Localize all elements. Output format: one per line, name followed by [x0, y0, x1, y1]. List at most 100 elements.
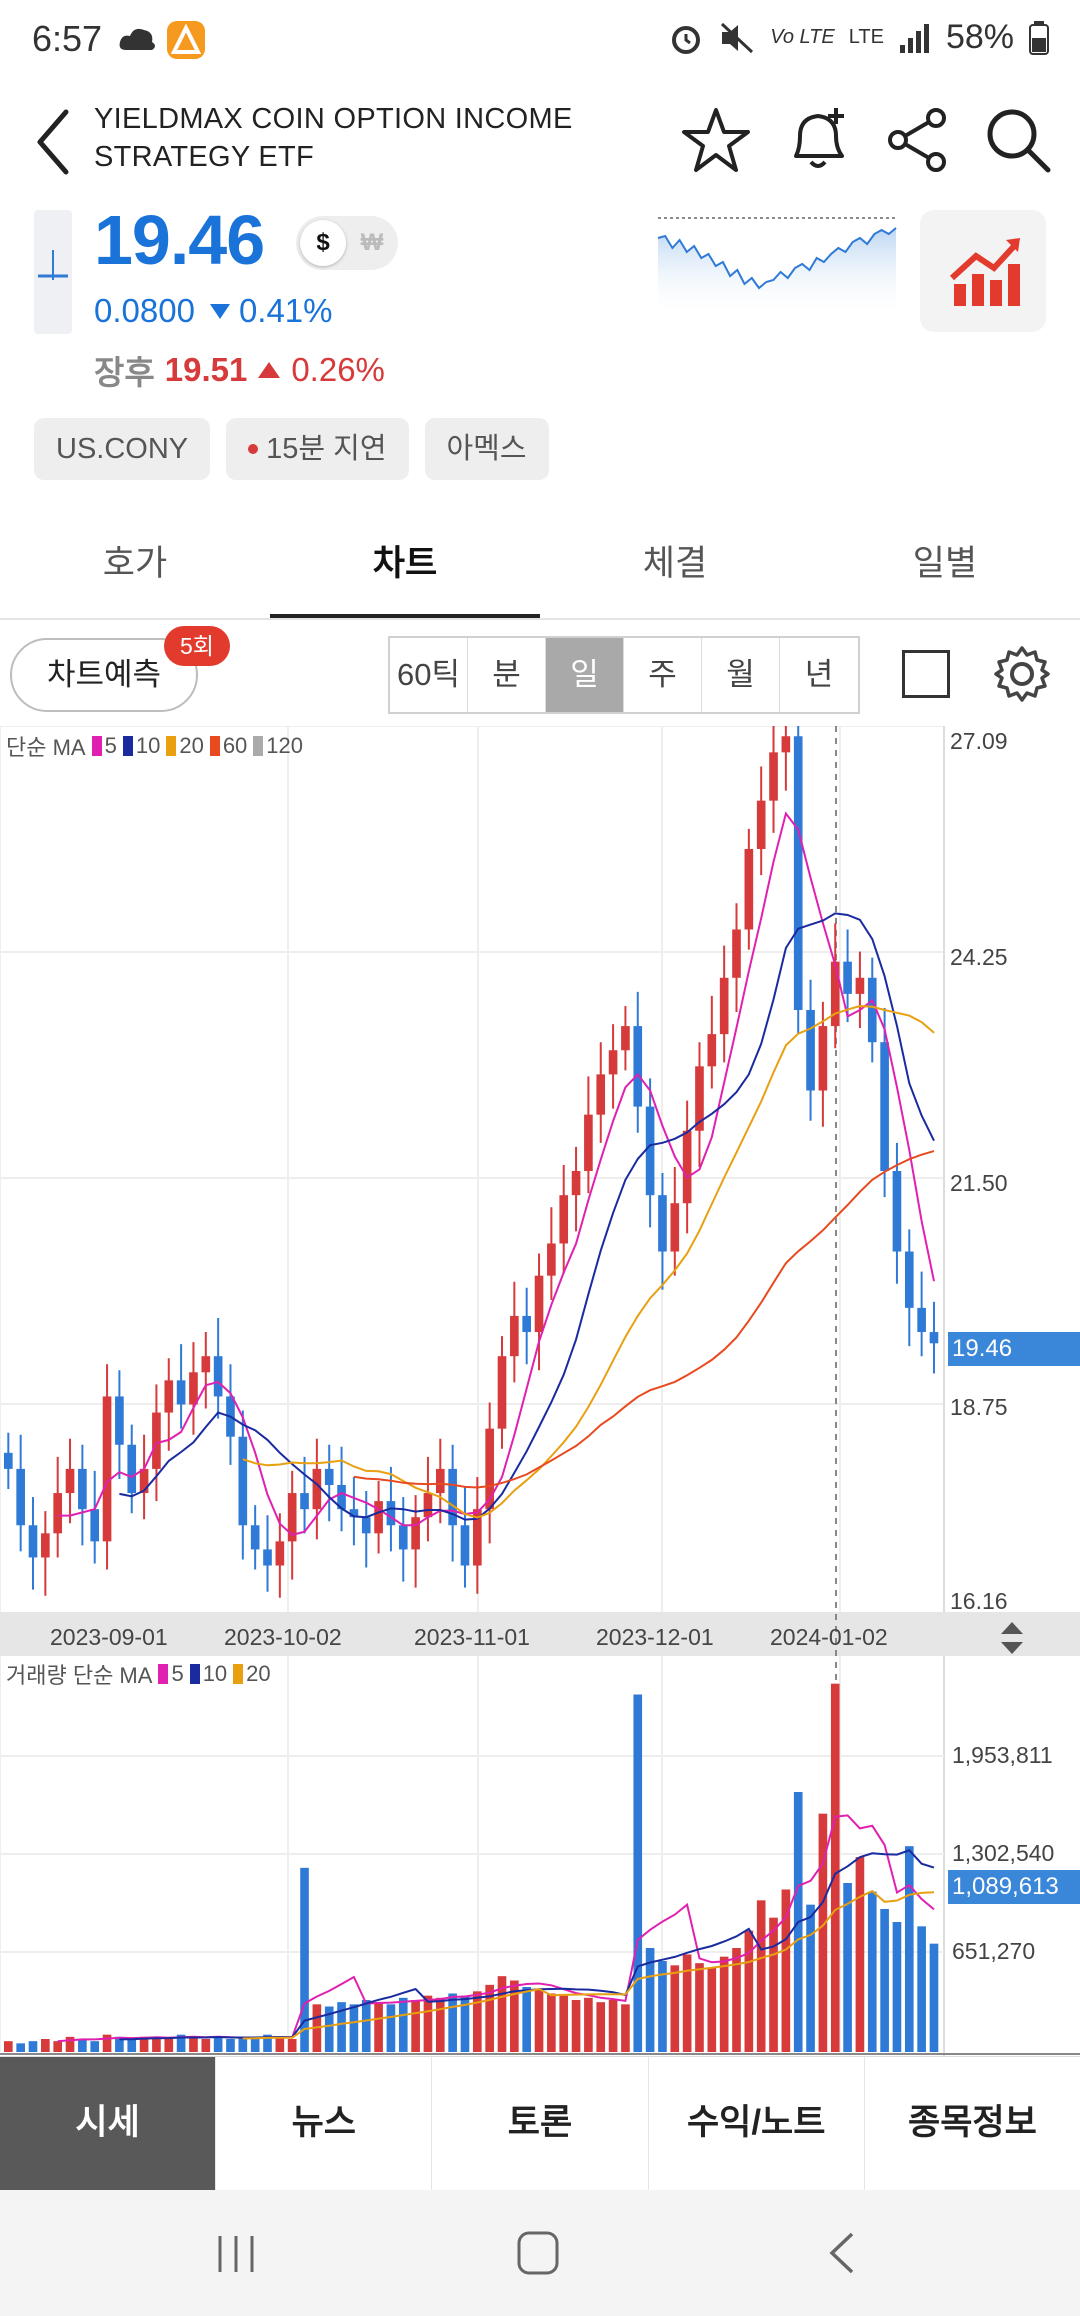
volume-bar [719, 1956, 729, 2052]
search-icon[interactable] [978, 100, 1058, 180]
candle [584, 1114, 593, 1172]
status-right-icons: Vo LTE LTE 58% [668, 18, 1050, 57]
nav-news[interactable]: 뉴스 [216, 2057, 433, 2190]
date-axis-band [0, 1612, 1080, 1656]
period-month[interactable]: 월 [702, 638, 780, 712]
currency-usd[interactable]: $ [300, 220, 346, 266]
star-favorite-icon[interactable] [676, 100, 756, 180]
candle [312, 1468, 322, 1510]
candle [892, 1171, 902, 1252]
candle [4, 1452, 13, 1469]
candle [213, 1356, 223, 1397]
vol-ma-legend-10: 10 [202, 1661, 228, 1686]
nav-quote[interactable]: 시세 [0, 2057, 217, 2190]
back-arrow-icon[interactable] [30, 102, 80, 182]
mini-candle-indicator [34, 210, 72, 334]
volume-bar [929, 1943, 939, 2052]
candlestick-chart[interactable]: 단순 MA 5 10 20 60 120 27.09 24.25 21.50 1… [0, 726, 1080, 2056]
candle [744, 848, 754, 930]
volume-bar [411, 2000, 420, 2052]
recent-apps-icon[interactable] [214, 2232, 258, 2276]
home-icon[interactable] [516, 2230, 560, 2276]
period-60tick[interactable]: 60틱 [390, 638, 468, 712]
tab-daily[interactable]: 일별 [912, 544, 978, 583]
chart-canvas[interactable] [0, 726, 1080, 2056]
status-time: 6:57 [32, 18, 103, 59]
volume-bar [806, 1904, 815, 2052]
volume-bar [892, 1922, 902, 2052]
candle [633, 1026, 643, 1107]
volte-label: Vo LTE [770, 26, 835, 48]
fullscreen-square-icon[interactable] [902, 650, 950, 698]
ma-legend-60: 60 [222, 733, 248, 758]
price-ma-legend: 단순 MA 5 10 20 60 120 [6, 730, 303, 762]
vol-ma-legend-20: 20 [246, 1661, 271, 1686]
volume-bar [448, 1993, 457, 2052]
period-day[interactable]: 일 [546, 638, 624, 712]
candle [534, 1275, 544, 1333]
network-label: LTE [848, 26, 884, 48]
volume-bar [880, 1909, 889, 2052]
volume-bar [361, 2000, 371, 2052]
current-price: 19.46 [94, 201, 265, 279]
predict-count-badge: 5회 [164, 626, 230, 666]
currency-krw[interactable]: ₩ [360, 229, 384, 256]
chart-predict-button[interactable]: 차트예측 [10, 638, 198, 712]
bell-alarm-add-icon[interactable] [778, 100, 858, 180]
candle [596, 1074, 606, 1115]
period-week[interactable]: 주 [624, 638, 702, 712]
volume-bar [127, 2039, 137, 2052]
chart-view-button[interactable] [920, 210, 1046, 332]
volume-bar [115, 2036, 124, 2052]
candle [682, 1130, 692, 1204]
volume-bar [547, 1993, 556, 2052]
volume-bar [917, 1926, 926, 2052]
ma60-line [353, 1150, 935, 1489]
gear-icon[interactable] [990, 642, 1054, 706]
vol-ma-legend-5: 5 [171, 1661, 184, 1686]
currency-toggle[interactable]: $ ₩ [296, 216, 398, 270]
volume-bar [28, 2041, 38, 2052]
price-change-pct: 0.41% [238, 292, 333, 329]
volume-bar [152, 2039, 161, 2052]
ma5-line [57, 811, 935, 1537]
candle [374, 1501, 383, 1534]
pane-resize-handle-icon[interactable] [998, 1620, 1026, 1656]
candle [818, 1026, 828, 1091]
system-back-icon[interactable] [824, 2230, 858, 2276]
app-notification-icon [167, 21, 205, 59]
volume-bar [830, 1683, 840, 2052]
volume-bar [559, 1995, 569, 2052]
candle [719, 977, 729, 1035]
nav-discussion[interactable]: 토론 [432, 2057, 649, 2190]
nav-stock-info[interactable]: 종목정보 [908, 2103, 1037, 2142]
candle [843, 961, 852, 994]
volume-bar [904, 1846, 914, 2052]
volume-bar [398, 1997, 408, 2052]
share-icon[interactable] [878, 100, 958, 180]
candle [164, 1380, 174, 1413]
nav-returns-notes[interactable]: 수익/노트 [649, 2057, 865, 2190]
tab-trades[interactable]: 체결 [642, 544, 708, 583]
up-triangle-icon [258, 362, 281, 378]
volume-bar [65, 2036, 75, 2052]
volume-bar [596, 2002, 606, 2052]
volume-bar [176, 2034, 186, 2052]
ma-legend-10: 10 [135, 733, 161, 758]
candle [250, 1525, 260, 1550]
candle [78, 1468, 87, 1510]
date-label: 2024-01-02 [770, 1624, 888, 1650]
period-year[interactable]: 년 [804, 657, 834, 692]
date-label: 2023-10-02 [224, 1624, 342, 1650]
candle [65, 1468, 75, 1494]
candle [497, 1356, 507, 1429]
alarm-icon [672, 25, 701, 54]
tab-chart[interactable]: 차트 [270, 520, 540, 618]
status-bar: 6:57 Vo LTE LTE 58% [0, 0, 1080, 80]
intraday-sparkline [657, 217, 897, 318]
volume-bar [534, 1989, 544, 2052]
volume-bar [263, 2034, 272, 2052]
period-minute[interactable]: 분 [468, 638, 546, 712]
delay-tag-label: 15분 지연 [266, 433, 387, 465]
tab-orderbook[interactable]: 호가 [102, 544, 168, 583]
